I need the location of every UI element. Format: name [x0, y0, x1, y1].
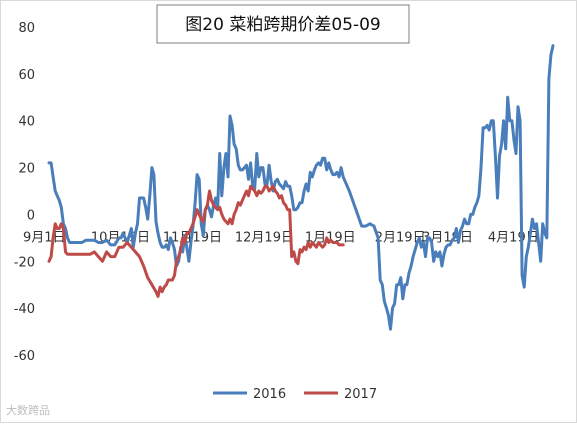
x-tick-label: 9月1日 — [23, 230, 66, 245]
series-layer — [47, 44, 555, 331]
x-tick-label: 2月19日 — [375, 230, 426, 245]
x-tick-label: 4月19日 — [488, 230, 539, 245]
y-tick-label: 40 — [18, 115, 35, 130]
y-tick-label: -60 — [14, 349, 35, 364]
chart-title: 图20 菜粕跨期价差05-09 — [185, 15, 380, 35]
y-tick-label: -40 — [14, 302, 35, 317]
y-axis-ticks: 80 60 40 20 0 -20 -40 -60 — [14, 21, 35, 364]
y-tick-label: -20 — [14, 255, 35, 270]
chart-title-box — [156, 4, 410, 44]
chart-title-group: 图20 菜粕跨期价差05-09 — [156, 4, 410, 44]
series-line-2016 — [47, 44, 555, 331]
y-tick-label: 0 — [27, 208, 35, 223]
x-tick-label: 12月19日 — [235, 230, 294, 245]
y-tick-label: 60 — [18, 68, 35, 83]
y-tick-label: 20 — [18, 162, 35, 177]
y-tick-label: 80 — [18, 21, 35, 36]
series-line-2017 — [47, 184, 345, 298]
legend-label-2016: 2016 — [253, 387, 286, 402]
legend-label-2017: 2017 — [344, 387, 377, 402]
watermark-text: 大数跨品 — [6, 404, 50, 417]
legend: 2016 2017 — [213, 387, 377, 402]
